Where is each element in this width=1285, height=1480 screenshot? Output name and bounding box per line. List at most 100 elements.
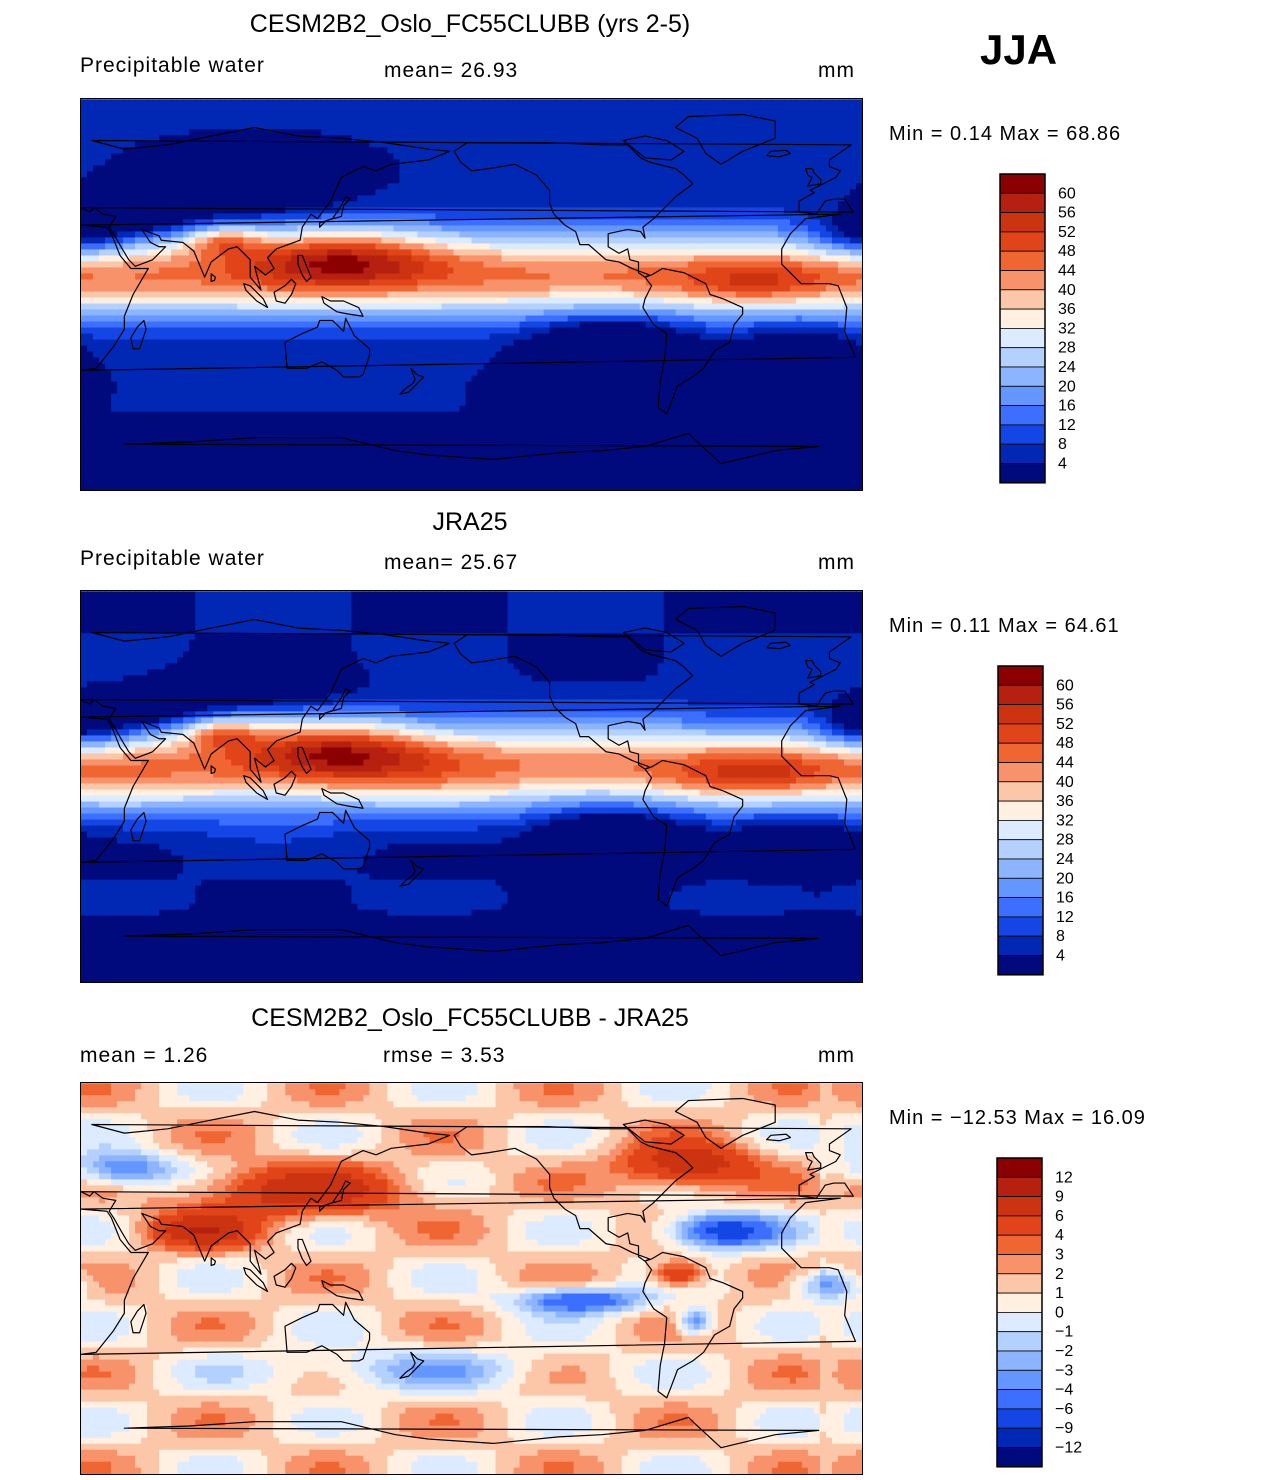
colorbar-swatch xyxy=(996,1196,1043,1217)
colorbar-swatch xyxy=(997,762,1044,783)
colorbar-tick-label: 3 xyxy=(1055,1247,1064,1264)
coastline xyxy=(399,859,425,887)
colorbar-swatch xyxy=(997,955,1044,976)
coastline xyxy=(319,688,351,720)
colorbar-swatch xyxy=(996,1176,1043,1197)
map-diff xyxy=(80,1082,863,1475)
colorbar-tick-label: 12 xyxy=(1058,417,1076,434)
coastline xyxy=(81,618,854,783)
colorbar-swatch xyxy=(997,819,1044,841)
mean-label-obs: mean= 25.67 xyxy=(384,551,518,575)
colorbar-swatch xyxy=(996,1215,1043,1236)
field-label-model: Precipitable water xyxy=(80,54,265,78)
colorbar-outline xyxy=(999,173,1046,484)
colorbar-swatch xyxy=(999,463,1046,484)
colorbar-tick-label: 48 xyxy=(1056,735,1074,752)
coastline xyxy=(399,367,425,395)
colorbar-swatch xyxy=(997,800,1044,821)
colorbar-swatch xyxy=(997,684,1044,705)
colorbar-swatch xyxy=(997,897,1044,918)
colorbar-swatch xyxy=(999,424,1046,445)
colorbar-tick-label: 16 xyxy=(1056,890,1074,907)
colorbar-tick-label: 20 xyxy=(1058,378,1076,395)
coastline xyxy=(81,213,857,371)
panel-title-obs: JRA25 xyxy=(80,508,860,537)
colorbar-tick-label: 52 xyxy=(1056,716,1074,733)
coastline xyxy=(297,254,312,283)
colorbar-swatch xyxy=(997,723,1044,744)
colorbar-swatch xyxy=(996,1350,1043,1371)
coastline xyxy=(642,1251,744,1399)
colorbar-tick-label: −6 xyxy=(1055,1401,1073,1418)
colorbar-tick-label: 40 xyxy=(1056,774,1074,791)
colorbar-swatch xyxy=(996,1369,1043,1391)
colorbar-tick-label: 9 xyxy=(1055,1189,1064,1206)
colorbar-outline xyxy=(996,1157,1043,1468)
colorbar-swatch xyxy=(997,858,1044,879)
coastline xyxy=(399,1351,425,1379)
colorbar-tick-label: 16 xyxy=(1058,398,1076,415)
colorbar-swatch xyxy=(999,212,1046,233)
coastline xyxy=(273,1262,297,1288)
colorbar-tick-label: 8 xyxy=(1058,436,1067,453)
colorbar-swatch xyxy=(999,327,1046,349)
coastline xyxy=(243,283,269,309)
coastline xyxy=(243,1267,269,1293)
coastline xyxy=(81,705,857,863)
colorbar-tick-label: 40 xyxy=(1058,282,1076,299)
coastline xyxy=(210,765,217,775)
coastline xyxy=(273,278,297,304)
coastline xyxy=(674,1097,776,1149)
coastline xyxy=(210,1257,217,1267)
colorbar-swatch xyxy=(996,1427,1043,1448)
coastline xyxy=(321,788,364,809)
colorbar-swatch xyxy=(997,877,1044,899)
mean-label-diff: mean = 1.26 xyxy=(80,1044,208,1068)
min-max-obs: Min = 0.11 Max = 64.61 xyxy=(889,615,1120,638)
colorbar-tick-label: 60 xyxy=(1056,677,1074,694)
colorbar-tick-label: 36 xyxy=(1058,301,1076,318)
colorbar-tick-label: −3 xyxy=(1055,1362,1073,1379)
colorbar-swatch xyxy=(996,1254,1043,1275)
colorbar-tick-label: 4 xyxy=(1055,1227,1064,1244)
field-label-obs: Precipitable water xyxy=(80,547,265,571)
coastline xyxy=(805,168,822,187)
colorbar-tick-label: 12 xyxy=(1056,909,1074,926)
coastline xyxy=(765,1133,792,1142)
colorbar-swatch xyxy=(996,1234,1043,1255)
coastline xyxy=(805,1152,822,1171)
colorbar-swatch xyxy=(996,1292,1043,1313)
coastline xyxy=(130,811,147,842)
coastline xyxy=(321,1280,364,1301)
coastlines xyxy=(81,113,857,465)
coastline xyxy=(765,149,792,158)
coastline xyxy=(123,432,820,465)
coastline xyxy=(81,126,854,291)
colorbar-swatch xyxy=(996,1408,1043,1429)
colorbar-tick-label: 48 xyxy=(1058,243,1076,260)
colorbar-tick-label: 1 xyxy=(1055,1285,1064,1302)
colorbar-swatch xyxy=(996,1447,1043,1468)
colorbar-swatch xyxy=(997,704,1044,725)
colorbar-tick-label: 4 xyxy=(1056,948,1065,965)
coastline xyxy=(319,1180,351,1212)
coastline xyxy=(674,605,776,657)
coastline xyxy=(297,746,312,775)
colorbar-tick-label: −12 xyxy=(1055,1440,1082,1457)
units-label-obs: mm xyxy=(818,551,855,575)
colorbar-tick-label: 60 xyxy=(1058,185,1076,202)
colorbar-tick-label: 44 xyxy=(1056,755,1074,772)
map-field xyxy=(81,591,862,982)
colorbar-tick-label: 0 xyxy=(1055,1304,1064,1321)
colorbar-swatch xyxy=(997,742,1044,763)
coastline xyxy=(297,1238,312,1267)
coastline xyxy=(123,1416,820,1449)
colorbar-tick-label: 6 xyxy=(1055,1208,1064,1225)
colorbar-tick-label: 56 xyxy=(1056,697,1074,714)
colorbar-tick-label: −9 xyxy=(1055,1420,1073,1437)
map-field xyxy=(81,99,862,490)
map-model xyxy=(80,98,863,491)
colorbar-swatch xyxy=(999,250,1046,271)
coastline xyxy=(284,317,371,378)
colorbar-swatch xyxy=(999,173,1046,194)
